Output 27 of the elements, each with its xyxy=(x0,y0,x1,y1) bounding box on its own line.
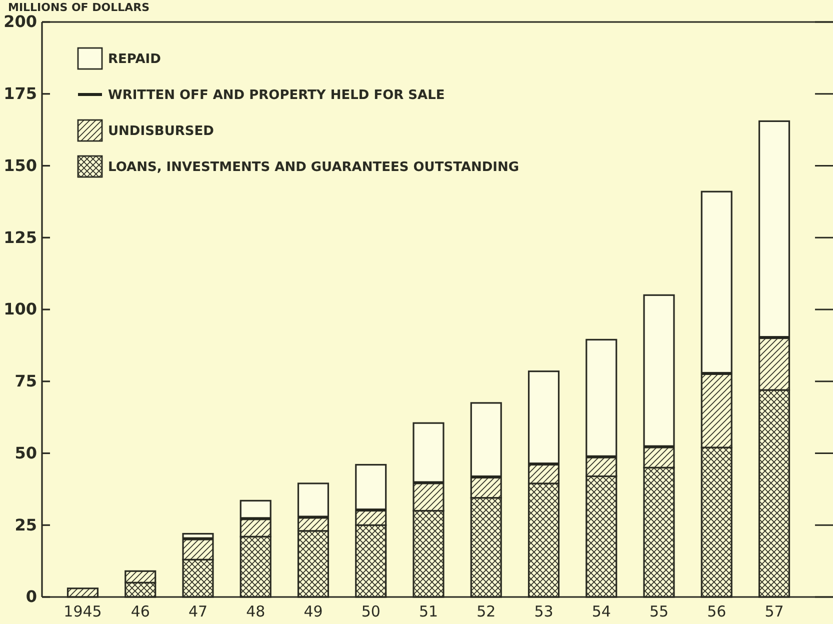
y-axis-title: MILLIONS OF DOLLARS xyxy=(8,1,150,14)
y-tick-label: 150 xyxy=(4,156,37,175)
legend-label: UNDISBURSED xyxy=(108,124,214,139)
x-tick-label: 46 xyxy=(130,602,150,620)
legend-label: REPAID xyxy=(108,52,162,67)
y-tick-label: 125 xyxy=(4,228,37,247)
y-tick-label: 100 xyxy=(4,300,37,319)
y-tick-label: 200 xyxy=(4,12,37,32)
x-tick-label: 53 xyxy=(534,602,554,620)
x-tick-label: 52 xyxy=(476,602,496,620)
x-tick-label: 56 xyxy=(707,602,726,620)
y-tick-label: 75 xyxy=(14,371,37,390)
x-tick-label: 51 xyxy=(418,602,438,620)
x-tick-label: 55 xyxy=(649,602,669,620)
y-tick-label: 25 xyxy=(14,515,37,534)
x-tick-label: 57 xyxy=(764,602,784,620)
x-tick-label: 47 xyxy=(188,602,208,620)
y-tick-label: 175 xyxy=(4,84,37,103)
x-tick-label: 49 xyxy=(304,602,323,620)
legend-label: LOANS, INVESTMENTS AND GUARANTEES OUTSTANDING xyxy=(108,160,520,175)
y-tick-label: 50 xyxy=(14,443,37,462)
legend-label: WRITTEN OFF AND PROPERTY HELD FOR SALE xyxy=(108,88,445,103)
x-tick-label: 1945 xyxy=(64,602,102,620)
x-tick-label: 54 xyxy=(592,602,611,620)
x-tick-label: 48 xyxy=(246,602,266,620)
y-tick-label: 0 xyxy=(26,587,37,606)
x-tick-label: 50 xyxy=(361,602,380,620)
